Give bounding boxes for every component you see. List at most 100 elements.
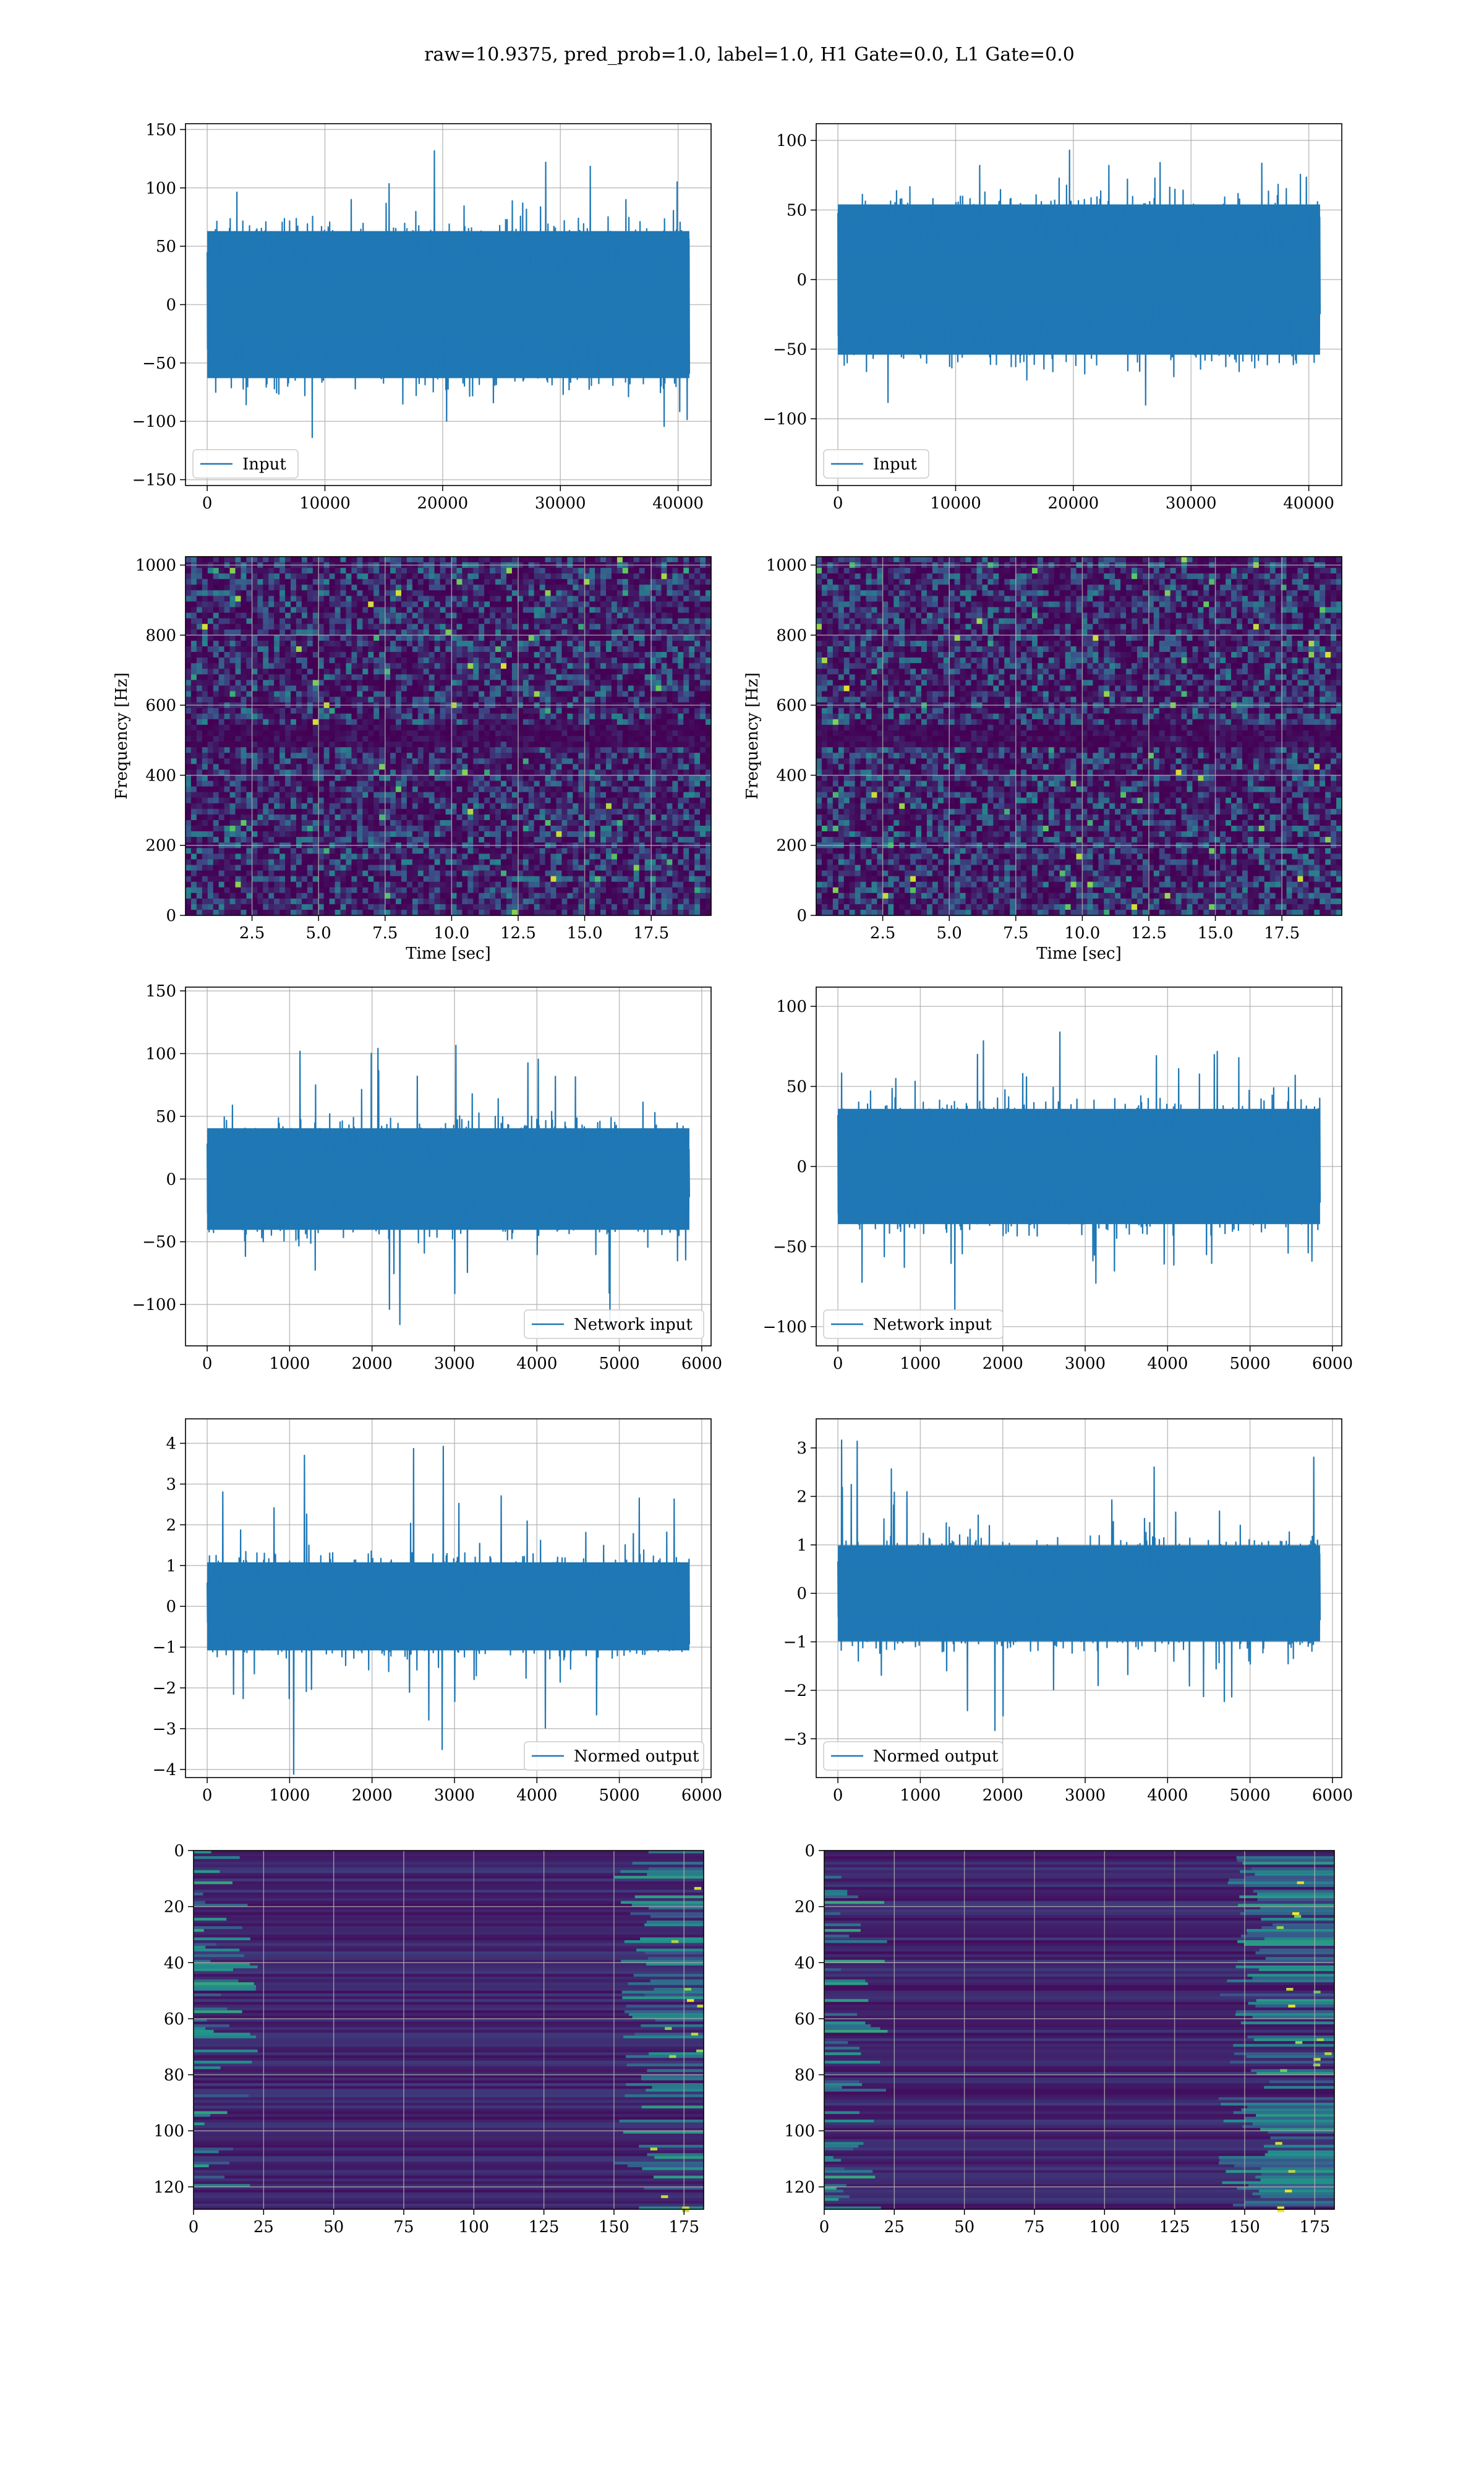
y-tick-label: −100 <box>132 413 176 431</box>
x-tick-label: 6000 <box>681 1786 722 1805</box>
x-tick-label: 0 <box>833 1786 843 1805</box>
x-tick-label: 100 <box>1089 2218 1120 2236</box>
y-tick-label: 600 <box>145 696 176 715</box>
x-tick-label: 4000 <box>1147 1355 1188 1373</box>
x-tick-label: 25 <box>884 2218 905 2236</box>
legend-label: Normed output <box>574 1747 699 1766</box>
x-tick-label: 10.0 <box>1064 924 1100 943</box>
x-tick-label: 0 <box>833 1355 843 1373</box>
y-tick-label: 1 <box>166 1557 176 1575</box>
subplot-normed-output-h1: 0 1000 2000 3000 4000 5000 6000 −4 −3 −2 −1 0 1 2 3 4 No… <box>153 1418 722 1805</box>
x-tick-label: 3000 <box>1065 1355 1106 1373</box>
series-line <box>837 1439 1321 1731</box>
x-tick-label: 2.5 <box>239 924 265 943</box>
subplot-input-h1: 0 10000 20000 30000 40000 −150 −100 −50 0 50 100 15… <box>132 121 712 513</box>
axes-frame <box>185 1418 712 1778</box>
axes-frame <box>193 1850 704 2210</box>
y-axis-label: Frequency [Hz] <box>113 672 131 800</box>
y-tick-label: 100 <box>145 179 176 198</box>
x-tick-label: 2000 <box>352 1786 393 1805</box>
axes-frame <box>816 987 1342 1346</box>
series-line <box>206 150 691 439</box>
x-tick-label: 0 <box>189 2218 199 2236</box>
x-tick-label: 50 <box>323 2218 344 2236</box>
axes-frame <box>185 556 712 916</box>
y-tick-label: 0 <box>796 1158 807 1176</box>
x-tick-label: 175 <box>1299 2218 1330 2236</box>
legend-label: Input <box>873 455 917 474</box>
x-tick-label: 12.5 <box>1131 924 1167 943</box>
legend-box <box>823 1741 1004 1771</box>
x-tick-label: 17.5 <box>1264 924 1300 943</box>
y-axis-label: Frequency [Hz] <box>743 672 762 800</box>
y-tick-label: 1000 <box>766 557 807 575</box>
x-tick-label: 7.5 <box>372 924 398 943</box>
x-tick-label: 175 <box>668 2218 699 2236</box>
x-tick-label: 3000 <box>1065 1786 1106 1805</box>
x-tick-label: 50 <box>954 2218 974 2236</box>
axes-frame <box>816 556 1342 916</box>
y-tick-label: 0 <box>796 1585 807 1603</box>
subplot-network-input-l1: 0 1000 2000 3000 4000 5000 6000 −100 −50 0 50 100 Ne… <box>763 987 1353 1373</box>
heatmap-rows <box>824 1851 1334 2212</box>
series-line <box>837 1031 1321 1311</box>
x-tick-label: 7.5 <box>1003 924 1028 943</box>
x-tick-label: 5000 <box>599 1355 640 1373</box>
series-line <box>206 1045 691 1327</box>
legend-box <box>823 1309 1004 1339</box>
x-tick-label: 2000 <box>352 1355 393 1373</box>
y-tick-label: 0 <box>166 1598 176 1616</box>
x-tick-label: 4000 <box>516 1786 557 1805</box>
axes-frame <box>816 123 1342 486</box>
y-tick-label: 20 <box>795 1898 815 1917</box>
subplot-spectrogram-l1: 2.5 5.0 7.5 10.0 12.5 15.0 17.5 0 200 400 600 800 10… <box>743 556 1342 963</box>
legend-label: Normed output <box>873 1747 999 1766</box>
y-tick-label: −100 <box>763 410 807 429</box>
x-axis-label: Time [sec] <box>406 944 491 963</box>
subplot-normed-output-l1: 0 1000 2000 3000 4000 5000 6000 −3 −2 −1 0 1 2 3 Norme… <box>783 1418 1353 1805</box>
y-tick-label: −3 <box>153 1720 176 1739</box>
x-tick-label: 75 <box>1024 2218 1044 2236</box>
y-tick-label: −1 <box>153 1638 176 1657</box>
x-tick-label: 100 <box>458 2218 489 2236</box>
y-tick-label: 0 <box>166 296 176 315</box>
y-tick-label: −100 <box>763 1318 807 1337</box>
x-tick-label: 20000 <box>1048 494 1099 513</box>
axes-frame <box>185 123 712 486</box>
x-tick-label: 1000 <box>269 1786 310 1805</box>
x-tick-label: 1000 <box>900 1355 940 1373</box>
y-tick-label: 1000 <box>135 557 176 575</box>
x-tick-label: 0 <box>202 494 213 513</box>
x-tick-label: 5.0 <box>306 924 331 943</box>
x-tick-label: 10000 <box>930 494 981 513</box>
legend: Normed output <box>524 1741 704 1771</box>
subplot-spectrogram-h1: 2.5 5.0 7.5 10.0 12.5 15.0 17.5 0 200 400 600 800 10… <box>113 556 712 963</box>
legend: Normed output <box>823 1741 1004 1771</box>
y-tick-label: −3 <box>783 1730 807 1748</box>
y-tick-label: 60 <box>795 2010 815 2029</box>
y-tick-label: 0 <box>804 1842 815 1860</box>
y-tick-label: −50 <box>142 354 176 373</box>
y-tick-label: 50 <box>156 1108 176 1126</box>
x-tick-label: 3000 <box>434 1786 475 1805</box>
y-tick-label: 50 <box>787 1078 807 1097</box>
axes-frame <box>816 1418 1342 1778</box>
y-tick-label: 150 <box>145 982 176 1001</box>
subplot-grid: 0 10000 20000 30000 40000−150−100−5005010015… <box>113 121 1353 2236</box>
axes-frame <box>185 987 712 1346</box>
y-tick-label: −50 <box>142 1233 176 1252</box>
y-tick-label: 100 <box>776 998 807 1016</box>
x-tick-label: 2000 <box>983 1786 1023 1805</box>
x-tick-label: 0 <box>202 1355 213 1373</box>
legend-box <box>524 1741 704 1771</box>
x-tick-label: 10000 <box>299 494 351 513</box>
series-line <box>206 1445 691 1775</box>
x-tick-label: 5000 <box>1230 1786 1271 1805</box>
y-tick-label: −50 <box>773 1238 807 1256</box>
x-tick-label: 4000 <box>1147 1786 1188 1805</box>
y-tick-label: 200 <box>145 837 176 855</box>
y-tick-label: 100 <box>145 1045 176 1063</box>
x-tick-label: 6000 <box>1312 1355 1353 1373</box>
y-tick-label: 50 <box>787 202 807 220</box>
